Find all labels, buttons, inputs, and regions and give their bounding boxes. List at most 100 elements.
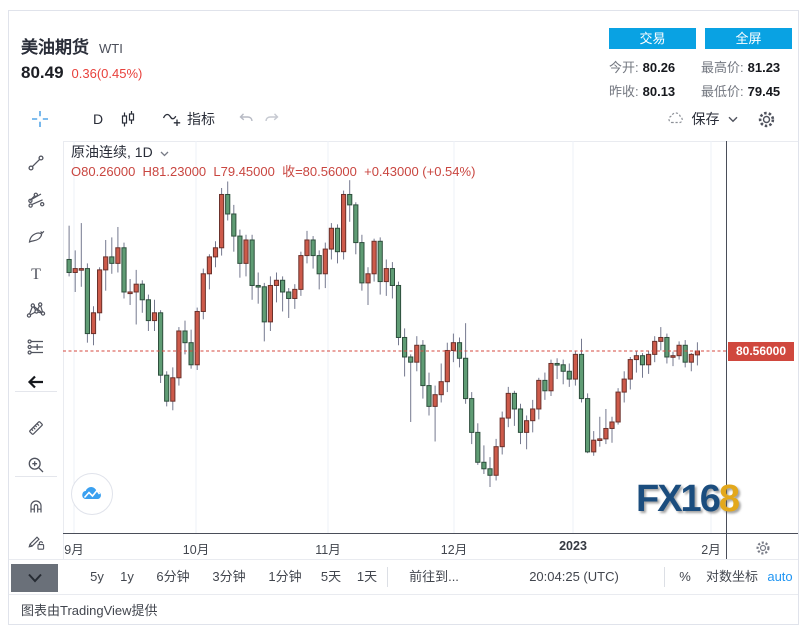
page-title: 美油期货 [21, 38, 89, 57]
candle-body [200, 273, 206, 312]
candle-body [127, 291, 133, 295]
interval-button[interactable]: D [85, 106, 111, 132]
magnet-tool[interactable] [26, 496, 46, 516]
candle-body [524, 420, 530, 433]
drawing-lock-tool[interactable] [26, 532, 46, 552]
candle-body [298, 255, 304, 290]
range-5d-button[interactable]: 5天 [320, 569, 342, 584]
log-scale-button[interactable]: 对数坐标 [705, 569, 758, 584]
fx168-gold-text: 8 [718, 478, 740, 520]
range-1d-button[interactable]: 1天 [356, 569, 378, 584]
save-button[interactable]: 保存 [649, 106, 735, 132]
settings-gear-icon[interactable] [753, 106, 779, 132]
candle-body [652, 340, 658, 355]
candle-body [206, 256, 213, 275]
axis-settings-gear-icon[interactable] [754, 539, 772, 557]
candle-body [304, 239, 310, 257]
x-axis[interactable]: 9月 10月 11月 12月 2023 2月 [63, 534, 726, 559]
candle-body [597, 438, 603, 441]
price-row: 80.49 0.36(0.45%) [21, 63, 142, 83]
chart-area[interactable] [63, 141, 726, 533]
candle-body [365, 273, 371, 284]
candle-body [658, 336, 664, 342]
series-name: 原油连续, 1D [71, 144, 153, 160]
goto-date-button[interactable]: 前往到... [409, 569, 459, 584]
candle-body [280, 279, 286, 293]
candle-body [267, 284, 274, 323]
sidebar-divider [15, 476, 57, 477]
price-line-label: 80.56000 [728, 342, 794, 361]
candle-body [328, 227, 334, 250]
fullscreen-button[interactable]: 全屏 [705, 28, 792, 49]
x-axis-label: 11月 [315, 543, 341, 557]
x-axis-label: 9月 [64, 543, 84, 557]
zoom-in-tool[interactable] [26, 455, 46, 475]
attribution-text: 图表由TradingView提供 [21, 603, 158, 618]
chart-widget: 美油期货 WTI 80.49 0.36(0.45%) 交易 全屏 今开: 80.26 … [8, 10, 799, 625]
candles-svg[interactable] [63, 141, 726, 533]
trade-button[interactable]: 交易 [609, 28, 696, 49]
candle-body [554, 362, 560, 366]
candle-body [225, 193, 231, 215]
tradingview-logo-button[interactable] [71, 473, 113, 515]
candle-body [84, 268, 90, 335]
range-1y-button[interactable]: 1y [120, 569, 134, 584]
bottom-divider [387, 567, 388, 587]
stat-low: 最低价: 79.45 [701, 81, 780, 100]
stat-prev-close-value: 80.13 [642, 84, 676, 99]
series-legend[interactable]: 原油连续, 1D [71, 143, 475, 162]
sidebar-divider [15, 391, 57, 392]
text-tool[interactable]: T [26, 264, 46, 284]
candle-body [90, 312, 97, 335]
brush-tool[interactable] [26, 227, 46, 247]
redo-icon[interactable] [259, 106, 285, 132]
price-change: 0.36(0.45%) [71, 66, 143, 81]
candle-body [261, 286, 267, 323]
range-3min-button[interactable]: 3分钟 [212, 569, 246, 584]
candle-body [121, 247, 127, 293]
auto-scale-button[interactable]: auto [767, 569, 793, 584]
candle-body [353, 204, 359, 244]
save-label: 保存 [691, 111, 720, 127]
time-axis-line[interactable] [63, 533, 798, 534]
pattern-tool[interactable] [26, 300, 46, 320]
stat-prev-close-label: 昨收: [609, 84, 639, 99]
indicators-button[interactable]: 指标 [156, 106, 220, 132]
candle-body [286, 291, 292, 299]
candle-body [572, 353, 578, 380]
candle-body [377, 240, 383, 283]
undo-icon[interactable] [233, 106, 259, 132]
candle-body [66, 258, 72, 273]
range-1min-button[interactable]: 1分钟 [268, 569, 302, 584]
candle-body [109, 256, 115, 264]
candle-body [212, 247, 219, 258]
candlestick-style-icon[interactable] [115, 106, 141, 132]
series-chevron-down-icon [160, 151, 169, 157]
crosshair-icon[interactable] [27, 106, 53, 132]
candle-body [499, 417, 505, 448]
candle-body [444, 349, 450, 383]
candle-body [371, 240, 377, 275]
range-6min-button[interactable]: 6分钟 [156, 569, 190, 584]
collapse-toolbar-button[interactable] [11, 564, 58, 592]
stat-open-label: 今开: [609, 60, 639, 75]
trend-line-tool[interactable] [26, 153, 46, 173]
ruler-tool[interactable] [26, 418, 46, 438]
candle-body [463, 357, 469, 400]
price-axis-line[interactable] [726, 141, 727, 559]
range-5y-button[interactable]: 5y [90, 569, 104, 584]
candle-body [151, 312, 158, 322]
candle-body [664, 336, 670, 358]
candle-body [591, 439, 597, 453]
clock-utc[interactable]: 20:04:25 (UTC) [529, 569, 619, 584]
percent-scale-button[interactable]: % [679, 569, 691, 584]
save-dropdown-chevron-icon[interactable] [725, 106, 741, 132]
candle-body [347, 193, 353, 206]
candle-body [292, 288, 298, 299]
candle-body [402, 336, 408, 358]
back-arrow-tool[interactable] [26, 372, 46, 392]
candle-body [627, 359, 633, 380]
gann-fib-tool[interactable] [26, 191, 46, 211]
position-tool[interactable] [26, 337, 46, 357]
fx168-navy-text: FX16 [636, 478, 721, 520]
